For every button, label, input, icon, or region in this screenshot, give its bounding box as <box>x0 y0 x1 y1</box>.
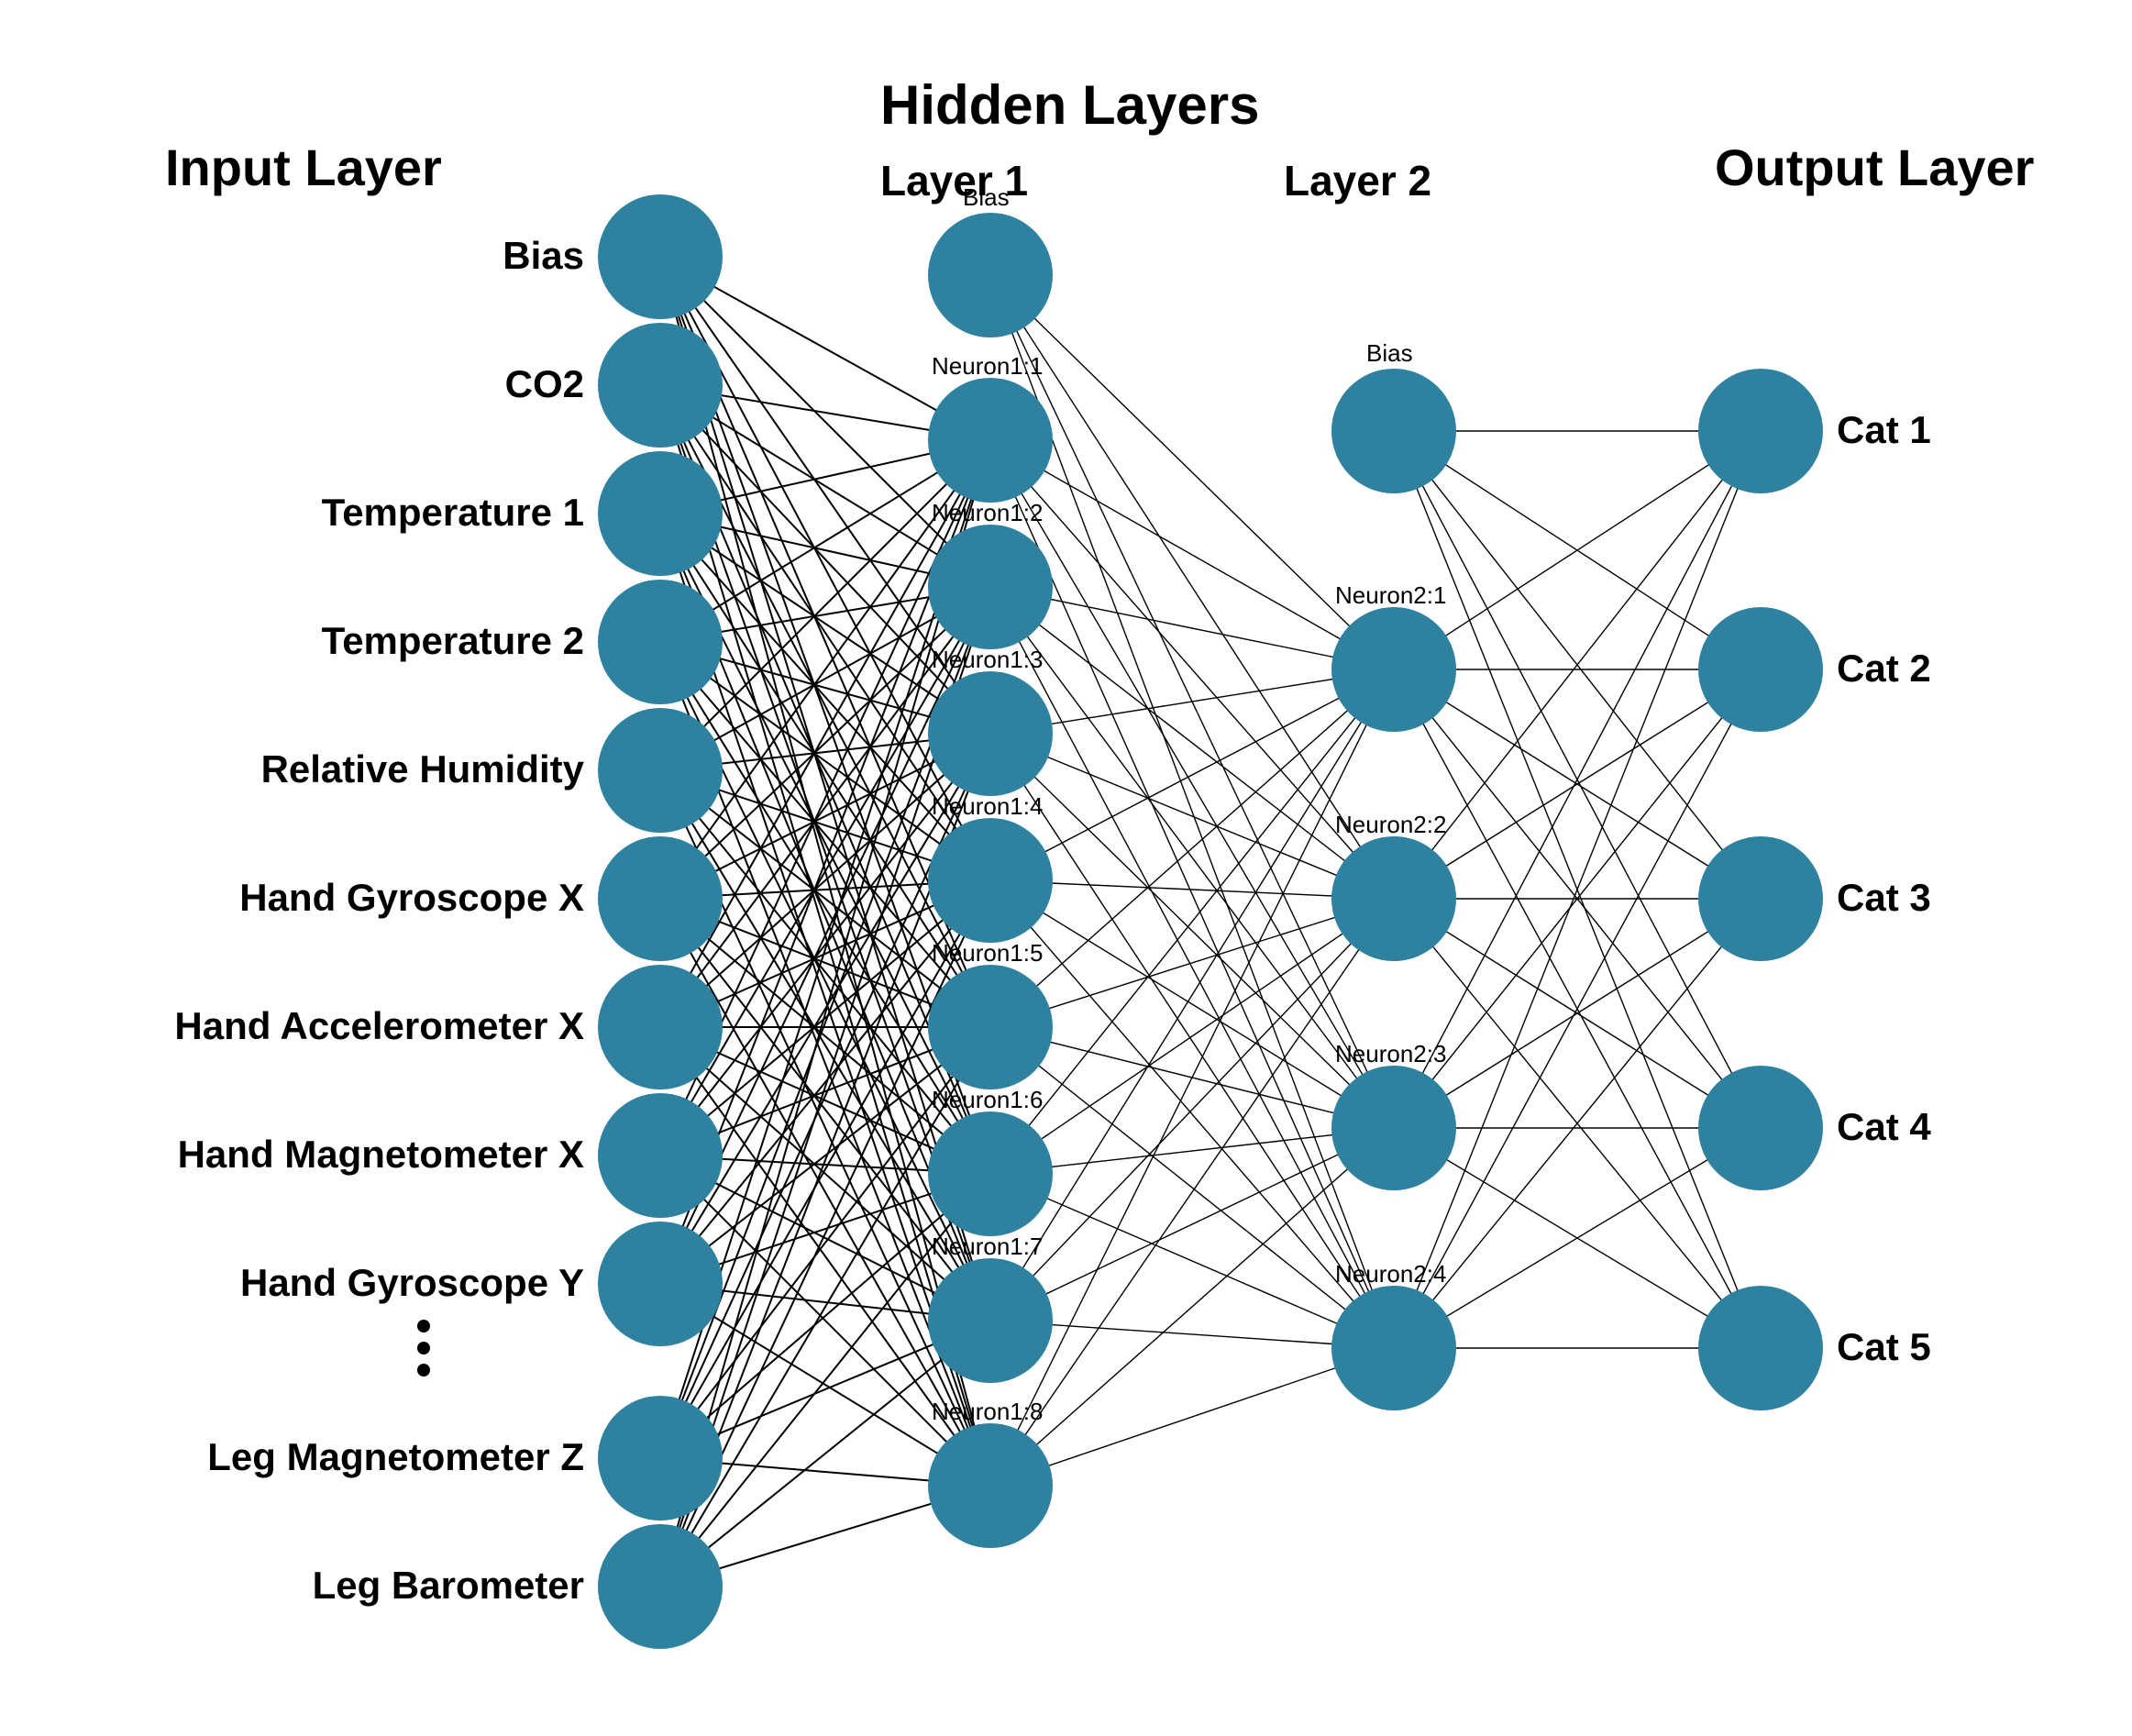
hidden2-node-3 <box>1331 1286 1456 1410</box>
hidden1-bias-node <box>928 213 1053 337</box>
input-node-0 <box>598 323 723 448</box>
hidden1-node-1 <box>928 525 1053 649</box>
output-node-0 <box>1698 369 1823 493</box>
hidden1-label-2: Neuron1:3 <box>932 646 1043 674</box>
input-node-4 <box>598 836 723 961</box>
input-node-1 <box>598 451 723 576</box>
edge <box>990 880 1394 1128</box>
edge <box>1394 669 1761 899</box>
hidden1-label-4: Neuron1:5 <box>932 939 1043 968</box>
diagram-canvas: Input Layer Hidden Layers Layer 1 Layer … <box>0 0 2132 1736</box>
edge <box>1394 431 1761 669</box>
input-node-8 <box>598 1396 723 1520</box>
ellipsis-icon <box>417 1310 430 1386</box>
edge <box>990 587 1394 1348</box>
edge <box>990 1348 1394 1486</box>
edge <box>990 669 1394 880</box>
hidden2-label-2: Neuron2:3 <box>1335 1040 1446 1068</box>
edge <box>990 669 1394 1321</box>
hidden1-node-4 <box>928 965 1053 1089</box>
hidden1-label-7: Neuron1:8 <box>932 1398 1043 1426</box>
output-node-4 <box>1698 1286 1823 1410</box>
input-label-8: Leg Magnetometer Z <box>207 1435 584 1479</box>
hidden1-label-3: Neuron1:4 <box>932 792 1043 821</box>
hidden1-node-2 <box>928 671 1053 796</box>
output-label-2: Cat 3 <box>1837 876 1931 920</box>
input-label-7: Hand Gyroscope Y <box>240 1261 584 1305</box>
hidden2-bias-node <box>1331 369 1456 493</box>
input-node-5 <box>598 965 723 1089</box>
output-node-1 <box>1698 607 1823 732</box>
hidden1-label-0: Neuron1:1 <box>932 352 1043 381</box>
edge <box>1394 899 1761 1128</box>
edge <box>990 275 1394 669</box>
hidden1-node-7 <box>928 1423 1053 1548</box>
edge <box>1394 899 1761 1128</box>
input-label-6: Hand Magnetometer X <box>178 1133 584 1177</box>
input-node-6 <box>598 1093 723 1218</box>
edge <box>1394 431 1761 1128</box>
output-node-3 <box>1698 1066 1823 1190</box>
hidden2-node-0 <box>1331 607 1456 732</box>
title-hidden: Hidden Layers <box>880 73 1259 137</box>
edge <box>990 275 1394 1128</box>
hidden2-label-0: Neuron2:1 <box>1335 581 1446 610</box>
edge <box>990 899 1394 1027</box>
edge <box>990 899 1394 1486</box>
hidden1-node-5 <box>928 1111 1053 1236</box>
input-bias-label: Bias <box>503 234 584 278</box>
hidden1-bias-label: Bias <box>963 183 1010 212</box>
title-h2: Layer 2 <box>1284 156 1431 205</box>
edge <box>1394 669 1761 1348</box>
input-label-4: Hand Gyroscope X <box>239 876 584 920</box>
hidden1-node-0 <box>928 378 1053 503</box>
edge <box>1394 669 1761 1348</box>
edge <box>990 440 1394 669</box>
edge <box>1394 1128 1761 1348</box>
hidden1-label-5: Neuron1:6 <box>932 1086 1043 1114</box>
input-node-2 <box>598 580 723 704</box>
output-label-0: Cat 1 <box>1837 408 1931 452</box>
edge <box>1394 669 1761 899</box>
edge <box>1394 1128 1761 1348</box>
hidden2-node-1 <box>1331 836 1456 961</box>
edge <box>1394 431 1761 1128</box>
hidden2-bias-label: Bias <box>1366 339 1413 368</box>
hidden2-label-3: Neuron2:4 <box>1335 1260 1446 1288</box>
input-label-3: Relative Humidity <box>261 747 584 791</box>
title-output: Output Layer <box>1715 138 2034 197</box>
output-label-1: Cat 2 <box>1837 647 1931 691</box>
edge <box>990 734 1394 1128</box>
edge <box>1394 431 1761 669</box>
hidden1-label-1: Neuron1:2 <box>932 499 1043 527</box>
input-node-9 <box>598 1524 723 1649</box>
input-label-5: Hand Accelerometer X <box>174 1004 584 1048</box>
output-label-4: Cat 5 <box>1837 1325 1931 1369</box>
hidden2-label-1: Neuron2:2 <box>1335 811 1446 839</box>
hidden1-node-6 <box>928 1258 1053 1383</box>
title-input: Input Layer <box>165 138 442 197</box>
input-label-1: Temperature 1 <box>322 491 584 535</box>
input-label-9: Leg Barometer <box>313 1564 584 1608</box>
input-bias-node <box>598 194 723 319</box>
input-node-3 <box>598 708 723 833</box>
hidden1-label-6: Neuron1:7 <box>932 1233 1043 1261</box>
hidden2-node-2 <box>1331 1066 1456 1190</box>
input-label-2: Temperature 2 <box>322 619 584 663</box>
output-node-2 <box>1698 836 1823 961</box>
hidden1-node-3 <box>928 818 1053 943</box>
edge <box>990 1128 1394 1321</box>
output-label-3: Cat 4 <box>1837 1105 1931 1149</box>
input-node-7 <box>598 1222 723 1346</box>
input-label-0: CO2 <box>505 362 584 406</box>
